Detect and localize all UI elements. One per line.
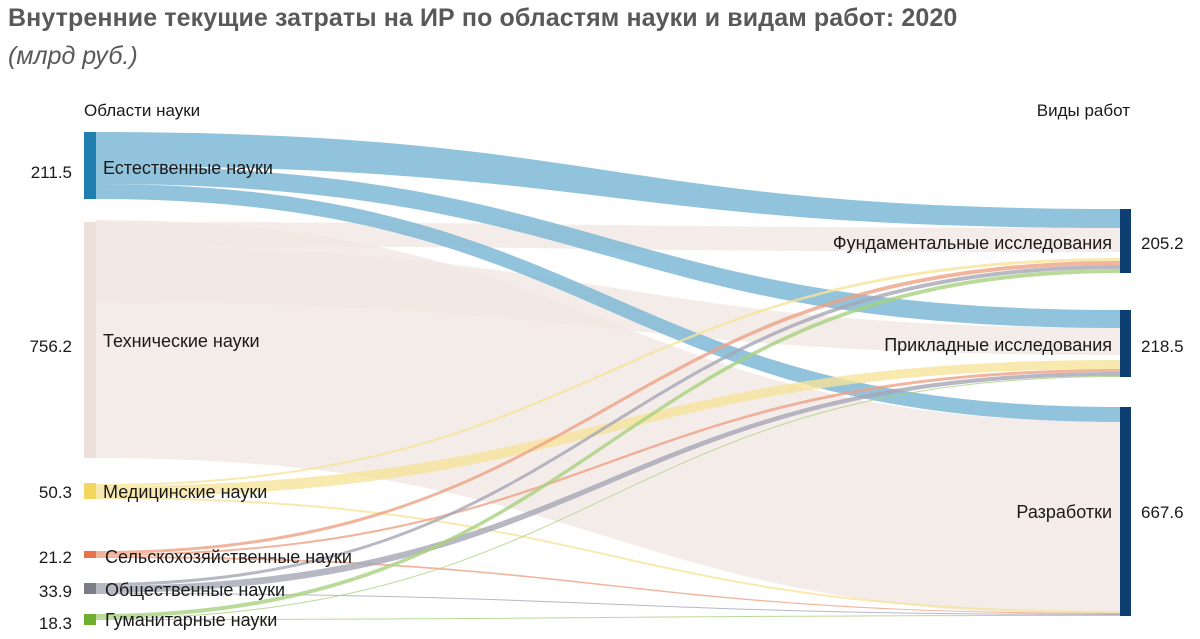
flow-med-to-appl [96, 360, 1120, 497]
chart-title: Внутренние текущие затраты на ИР по обла… [8, 4, 958, 32]
flow-hum-to-fund [96, 269, 1120, 618]
target-label-applied: Прикладные исследования [884, 335, 1112, 355]
flows-layer [96, 132, 1120, 620]
source-value-natural: 211.5 [31, 163, 72, 182]
flow-agr-to-fund [96, 261, 1120, 554]
left-axis-heading: Области науки [84, 101, 200, 120]
flow-soc-to-fund [96, 265, 1120, 586]
flow-tech-to-dev [96, 220, 1120, 616]
source-node-tech [84, 222, 96, 458]
right-axis-heading: Виды работ [1037, 101, 1130, 120]
target-value-development: 667.6 [1141, 503, 1184, 522]
flow-nat-to-fund [96, 132, 1120, 228]
source-label-medical: Медицинские науки [103, 482, 267, 502]
source-value-social: 33.9 [39, 582, 72, 601]
source-value-agricultural: 21.2 [39, 548, 72, 567]
target-node-fund [1120, 209, 1131, 273]
source-label-natural: Естественные науки [103, 158, 273, 178]
target-value-applied: 218.5 [1141, 337, 1184, 356]
source-node-hum [84, 614, 96, 625]
source-label-humanities: Гуманитарные науки [105, 610, 277, 630]
source-value-medical: 50.3 [39, 483, 72, 502]
flow-med-to-fund [96, 258, 1120, 486]
target-label-fundamental: Фундаментальные исследования [833, 233, 1112, 253]
source-node-med [84, 483, 96, 499]
target-node-dev [1120, 407, 1131, 616]
flow-med-to-dev [96, 497, 1120, 613]
flow-soc-to-dev [96, 593, 1120, 615]
flow-nat-to-appl [96, 166, 1120, 328]
flow-hum-to-dev [96, 615, 1120, 620]
source-node-agr [84, 551, 96, 558]
source-node-nat [84, 132, 96, 199]
target-node-appl [1120, 310, 1131, 377]
source-label-agricultural: Сельскохозяйственные науки [105, 547, 352, 567]
flow-tech-to-fund [96, 222, 1120, 252]
source-label-technical: Технические науки [103, 331, 260, 351]
flow-agr-to-appl [96, 369, 1120, 556]
labels-layer: Области науки Виды работ 211.5 Естествен… [29, 101, 1183, 633]
flow-agr-to-dev [96, 556, 1120, 614]
source-value-technical: 756.2 [29, 337, 72, 356]
source-node-soc [84, 583, 96, 594]
flow-hum-to-appl [96, 376, 1120, 619]
nodes-layer [84, 132, 1131, 625]
flow-soc-to-appl [96, 372, 1120, 593]
flow-nat-to-dev [96, 184, 1120, 422]
source-label-social: Общественные науки [105, 580, 285, 600]
chart-subtitle: (млрд руб.) [8, 42, 138, 70]
source-value-humanities: 18.3 [39, 614, 72, 633]
target-value-fundamental: 205.2 [1141, 234, 1184, 253]
target-label-development: Разработки [1016, 502, 1112, 522]
